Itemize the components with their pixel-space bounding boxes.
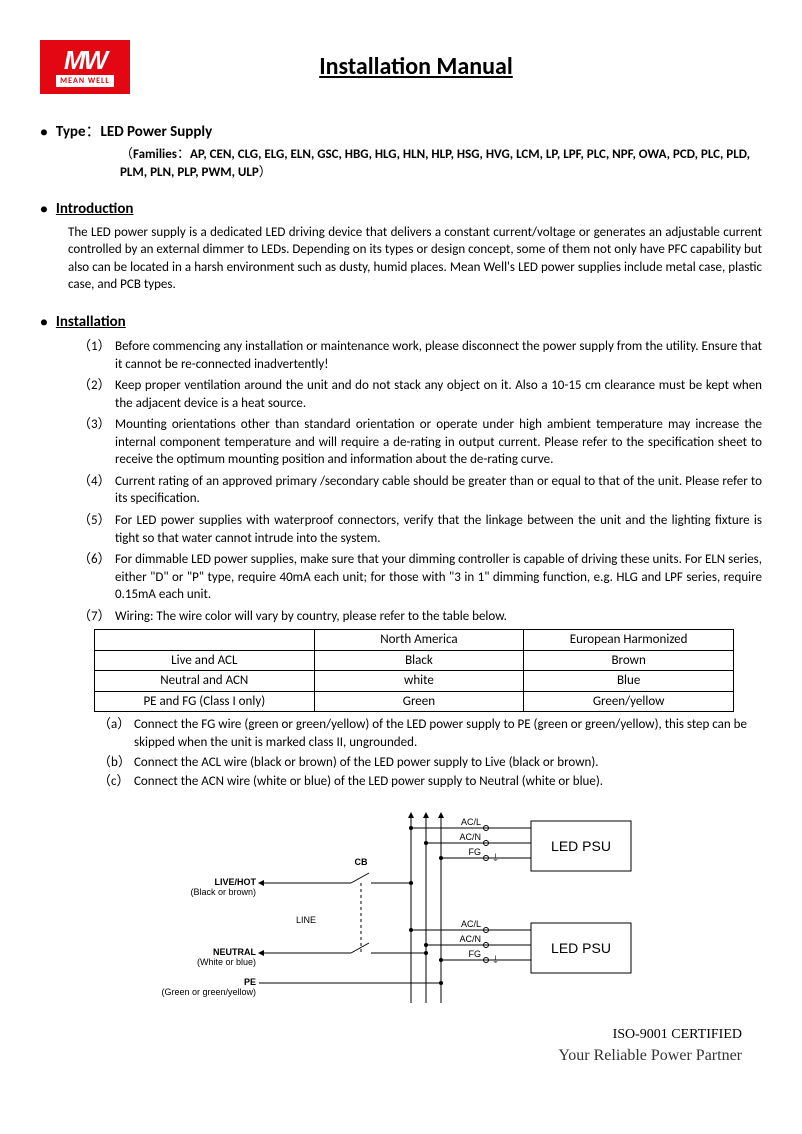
brand-logo: MW MEAN WELL — [40, 40, 130, 94]
ground-icon: ⏚ — [491, 853, 500, 863]
table-row: Neutral and ACN white Blue — [95, 671, 734, 692]
install-num: （6） — [78, 551, 114, 604]
install-item-6: （6）For dimmable LED power supplies, make… — [78, 551, 762, 604]
sub-text: Connect the ACN wire (white or blue) of … — [134, 773, 762, 791]
logo-brand-text: MEAN WELL — [56, 75, 114, 88]
diagram-psu1-label: LED PSU — [551, 838, 611, 854]
introduction-body: The LED power supply is a dedicated LED … — [68, 224, 762, 294]
diagram-acl2: AC/L — [461, 919, 481, 929]
sub-num: （b） — [98, 754, 132, 772]
table-cell: Green — [314, 691, 524, 712]
families-list: AP, CEN, CLG, ELG, ELN, GSC, HBG, HLG, H… — [120, 147, 750, 180]
ground-icon: ⏚ — [491, 955, 500, 965]
page-title: Installation Manual — [130, 51, 702, 83]
install-item-1: （1）Before commencing any installation or… — [78, 338, 762, 373]
table-cell: Blue — [524, 671, 734, 692]
diagram-neutral-label: NEUTRAL — [213, 947, 256, 957]
diagram-fg1: FG — [469, 847, 482, 857]
table-cell: white — [314, 671, 524, 692]
sub-item-b: （b）Connect the ACL wire (black or brown)… — [98, 754, 762, 772]
table-row: Live and ACL Black Brown — [95, 650, 734, 671]
sub-text: Connect the ACL wire (black or brown) of… — [134, 754, 762, 772]
table-cell: Black — [314, 650, 524, 671]
type-value: LED Power Supply — [101, 123, 213, 141]
wiring-sub-list: （a）Connect the FG wire (green or green/y… — [98, 716, 762, 790]
type-section: ● Type：LED Power Supply — [40, 122, 762, 142]
bullet-icon: ● — [40, 201, 48, 219]
install-text: Wiring: The wire color will vary by coun… — [115, 608, 762, 626]
install-item-2: （2）Keep proper ventilation around the un… — [78, 377, 762, 412]
type-label: Type — [56, 123, 86, 141]
header: MW MEAN WELL Installation Manual — [40, 40, 762, 94]
sub-item-c: （c）Connect the ACN wire (white or blue) … — [98, 773, 762, 791]
families-block: （Families：AP, CEN, CLG, ELG, ELN, GSC, H… — [120, 146, 762, 181]
bullet-icon: ● — [40, 124, 48, 142]
diagram-fg2: FG — [469, 949, 482, 959]
install-item-5: （5）For LED power supplies with waterproo… — [78, 512, 762, 547]
footer: ISO-9001 CERTIFIED Your Reliable Power P… — [40, 1026, 762, 1066]
sub-num: （a） — [98, 716, 132, 751]
installation-list: （1）Before commencing any installation or… — [78, 338, 762, 625]
install-num: （2） — [78, 377, 114, 412]
logo-initials: MW — [64, 47, 106, 73]
wiring-diagram: LIVE/HOT (Black or brown) CB LINE NEUTRA… — [40, 803, 762, 1019]
wiring-table: North America European Harmonized Live a… — [94, 629, 734, 712]
diagram-live-note: (Black or brown) — [190, 887, 256, 897]
install-item-3: （3）Mounting orientations other than stan… — [78, 416, 762, 469]
footer-tagline: Your Reliable Power Partner — [40, 1045, 742, 1067]
install-num: （4） — [78, 473, 114, 508]
diagram-line-label: LINE — [296, 915, 316, 925]
diagram-psu2-label: LED PSU — [551, 940, 611, 956]
bullet-icon: ● — [40, 314, 48, 332]
install-num: （1） — [78, 338, 114, 373]
table-row: North America European Harmonized — [95, 630, 734, 651]
install-item-4: （4）Current rating of an approved primary… — [78, 473, 762, 508]
introduction-heading: Introduction — [56, 199, 134, 219]
introduction-section: ● Introduction — [40, 199, 762, 219]
footer-iso: ISO-9001 CERTIFIED — [40, 1026, 742, 1045]
table-cell: European Harmonized — [524, 630, 734, 651]
table-row: PE and FG (Class I only) Green Green/yel… — [95, 691, 734, 712]
diagram-cb-label: CB — [355, 857, 368, 867]
diagram-acn1: AC/N — [459, 832, 481, 842]
table-cell: Neutral and ACN — [95, 671, 315, 692]
sub-item-a: （a）Connect the FG wire (green or green/y… — [98, 716, 762, 751]
families-label: Families — [133, 147, 177, 162]
installation-heading: Installation — [56, 312, 126, 332]
table-cell — [95, 630, 315, 651]
table-cell: Green/yellow — [524, 691, 734, 712]
install-num: （7） — [78, 608, 114, 626]
install-text: Keep proper ventilation around the unit … — [115, 377, 762, 412]
install-text: Before commencing any installation or ma… — [115, 338, 762, 373]
table-cell: PE and FG (Class I only) — [95, 691, 315, 712]
diagram-pe-note: (Green or green/yellow) — [161, 987, 256, 997]
diagram-acn2: AC/N — [459, 934, 481, 944]
install-num: （5） — [78, 512, 114, 547]
installation-section: ● Installation — [40, 312, 762, 332]
diagram-pe-label: PE — [244, 977, 256, 987]
install-item-7: （7）Wiring: The wire color will vary by c… — [78, 608, 762, 626]
diagram-acl1: AC/L — [461, 817, 481, 827]
table-cell: Live and ACL — [95, 650, 315, 671]
diagram-neutral-note: (White or blue) — [197, 957, 256, 967]
table-cell: Brown — [524, 650, 734, 671]
type-separator: ： — [86, 123, 101, 141]
install-text: Mounting orientations other than standar… — [115, 416, 762, 469]
sub-text: Connect the FG wire (green or green/yell… — [134, 716, 762, 751]
install-text: For dimmable LED power supplies, make su… — [115, 551, 762, 604]
sub-num: （c） — [98, 773, 132, 791]
install-num: （3） — [78, 416, 114, 469]
install-text: For LED power supplies with waterproof c… — [115, 512, 762, 547]
table-cell: North America — [314, 630, 524, 651]
diagram-live-label: LIVE/HOT — [214, 877, 256, 887]
type-line: Type：LED Power Supply — [56, 122, 212, 142]
install-text: Current rating of an approved primary /s… — [115, 473, 762, 508]
